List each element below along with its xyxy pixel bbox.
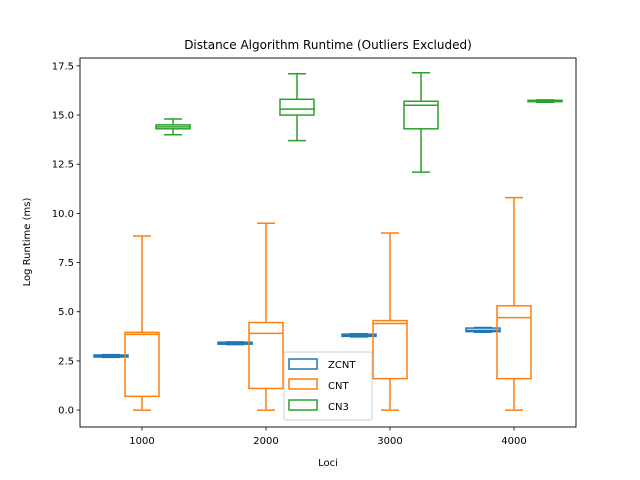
y-tick-label: 15.0	[52, 111, 74, 122]
plot-frame	[79, 57, 577, 428]
box-cn3-3000	[403, 72, 439, 173]
legend-label-cn3: CN3	[328, 402, 349, 413]
x-axis-label: Loci	[318, 458, 338, 469]
box-iqr	[279, 98, 315, 116]
box-cnt-2000	[248, 222, 284, 411]
box-cnt-3000	[372, 232, 408, 411]
box-cnt-1000	[124, 235, 160, 411]
box-iqr	[124, 331, 160, 398]
box-zcnt-4000	[465, 326, 501, 333]
box-cn3-2000	[279, 72, 315, 142]
legend: ZCNT CNT CN3	[283, 351, 373, 421]
box-cn3-4000	[527, 99, 563, 104]
x-tick-label: 2000	[253, 436, 278, 447]
y-tick-label: 5.0	[58, 307, 74, 318]
x-tick-label: 4000	[501, 436, 526, 447]
chart-title: Distance Algorithm Runtime (Outliers Exc…	[184, 38, 472, 52]
x-axis: 1000 2000 3000 4000	[129, 427, 527, 447]
y-axis: 0.0 2.5 5.0 7.5 10.0 12.5 15.0 17.5	[52, 61, 80, 417]
legend-label-cnt: CNT	[328, 381, 349, 392]
y-tick-label: 17.5	[52, 61, 74, 72]
box-zcnt-2000	[217, 341, 253, 346]
box-zcnt-3000	[341, 333, 377, 338]
box-iqr	[248, 321, 284, 390]
y-tick-label: 10.0	[52, 209, 74, 220]
box-cnt-4000	[496, 196, 532, 411]
y-tick-label: 0.0	[58, 406, 74, 417]
legend-swatch-cnt	[288, 378, 318, 390]
x-tick-label: 3000	[377, 436, 402, 447]
box-zcnt-1000	[93, 353, 129, 359]
y-axis-label: Log Runtime (ms)	[22, 198, 33, 287]
box-cn3-1000	[155, 118, 191, 136]
legend-label-zcnt: ZCNT	[328, 360, 356, 371]
y-tick-label: 2.5	[58, 356, 74, 367]
plot-area	[93, 72, 563, 411]
box-iqr	[403, 100, 439, 130]
legend-swatch-cn3	[288, 399, 318, 411]
legend-swatch-zcnt	[288, 358, 318, 370]
box-iqr	[496, 305, 532, 380]
y-tick-label: 12.5	[52, 160, 74, 171]
y-tick-label: 7.5	[58, 258, 74, 269]
box-iqr	[372, 319, 408, 380]
x-tick-label: 1000	[129, 436, 154, 447]
